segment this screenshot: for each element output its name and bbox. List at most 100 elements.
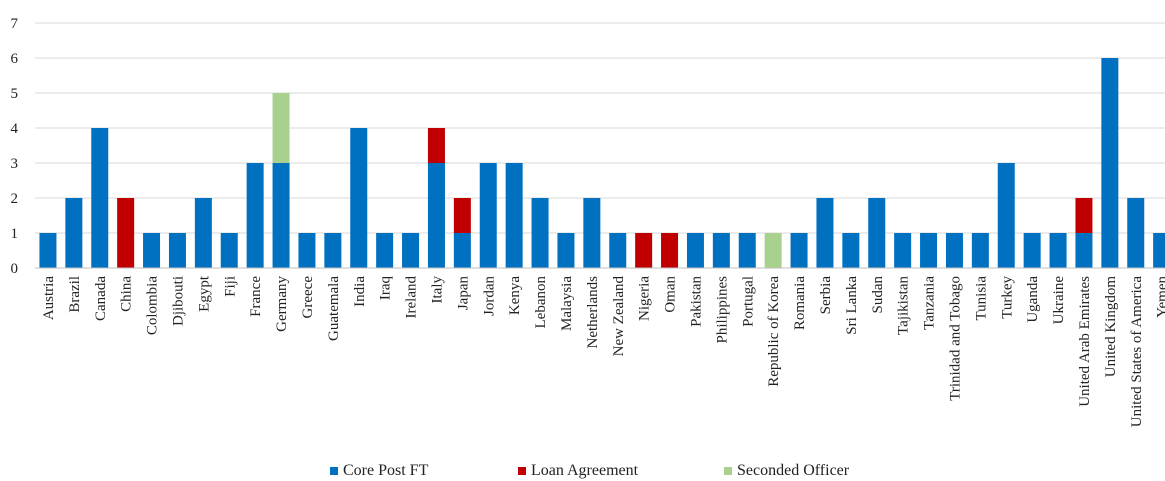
x-category-label: Greece [300, 276, 316, 319]
bar-segment [764, 233, 782, 268]
bar-segment [143, 233, 161, 268]
x-category-label: Tanzania [922, 276, 938, 330]
gridlines [35, 22, 1165, 234]
x-category-label: Pakistan [688, 276, 704, 327]
stacked-bar-chart: 0 1 2 3 4 5 6 7 Austria Brazil Canada China Colombi… [11, 16, 1165, 427]
x-category-label: United Kingdom [1103, 276, 1119, 378]
bar-segment [1075, 198, 1093, 233]
bar-segment [1075, 233, 1093, 268]
bar-segment [220, 233, 238, 268]
legend-label-loan-agreement: Loan Agreement [531, 462, 639, 479]
x-category-label: Yemen [1155, 276, 1165, 318]
bar-segment [557, 233, 575, 268]
bar-segment [997, 163, 1015, 268]
x-category-label: Republic of Korea [766, 276, 782, 387]
bar-segment [1023, 233, 1041, 268]
x-category-label: Portugal [740, 276, 756, 327]
legend-item-seconded-officer: Seconded Officer [724, 462, 849, 480]
legend-item-core-post: Core Post FT [330, 462, 428, 480]
legend-label-seconded-officer: Seconded Officer [737, 462, 850, 479]
bar-segment [894, 233, 912, 268]
bar-segment [246, 163, 264, 268]
x-category-label: China [119, 276, 135, 312]
bar-segment [376, 233, 394, 268]
x-category-label: Uganda [1025, 276, 1041, 323]
x-category-label: Tunisia [973, 276, 989, 321]
bar-segment [790, 233, 808, 268]
x-category-label: Egypt [196, 275, 212, 312]
x-category-label: Turkey [999, 276, 1015, 319]
bar-segment [91, 128, 109, 268]
bar-segment [712, 233, 730, 268]
x-category-label: Fiji [222, 276, 238, 297]
bar-segment [945, 233, 963, 268]
y-axis-tick-labels: 0 1 2 3 4 5 6 7 [11, 16, 19, 277]
bar-segment [453, 233, 471, 268]
legend-swatch-seconded-officer [724, 467, 732, 475]
bar-segment [402, 233, 420, 268]
bar-segment [1153, 233, 1165, 268]
x-category-label: Germany [274, 276, 290, 332]
x-category-label: Japan [455, 276, 471, 311]
bar-segment [583, 198, 601, 268]
y-tick-label: 1 [11, 226, 19, 242]
y-tick-label: 4 [11, 121, 19, 137]
bar-segment [1049, 233, 1067, 268]
bar-segment [479, 163, 497, 268]
x-category-label: Oman [663, 276, 679, 313]
bar-segment [505, 163, 523, 268]
x-axis-category-labels: Austria Brazil Canada China Colombia Djibouti… [41, 275, 1165, 427]
legend-label-core-post: Core Post FT [343, 462, 429, 479]
x-category-label: Colombia [145, 276, 161, 336]
y-tick-label: 7 [11, 16, 19, 32]
bar-segment [298, 233, 316, 268]
x-category-label: Romania [792, 276, 808, 330]
y-tick-label: 5 [11, 86, 19, 102]
x-category-label: Brazil [67, 276, 83, 313]
x-category-label: Canada [93, 276, 109, 321]
x-category-label: Austria [41, 276, 57, 321]
bar-segment [272, 93, 290, 163]
bar-segment [635, 233, 653, 268]
x-category-label: Tajikistan [896, 276, 912, 335]
x-category-label: Iraq [378, 276, 394, 301]
y-tick-label: 0 [11, 261, 19, 277]
x-category-label: Sri Lanka [844, 276, 860, 335]
bar-segment [39, 233, 57, 268]
bar-segment [324, 233, 342, 268]
x-category-label: Nigeria [637, 276, 653, 321]
x-category-label: Djibouti [170, 276, 186, 326]
x-category-label: India [352, 276, 368, 307]
x-category-label: Jordan [481, 276, 497, 316]
bar-segment [168, 233, 186, 268]
y-tick-label: 6 [11, 51, 19, 67]
bar-segment [117, 198, 135, 268]
x-category-label: Italy [429, 276, 445, 304]
x-category-label: New Zealand [611, 276, 627, 357]
x-category-label: Ireland [404, 276, 420, 319]
y-tick-label: 3 [11, 156, 19, 172]
x-category-label: United States of America [1129, 276, 1145, 428]
bar-segment [1127, 198, 1145, 268]
x-category-label: Kenya [507, 276, 523, 315]
bars [39, 58, 1165, 268]
bar-segment [194, 198, 212, 268]
x-category-label: Lebanon [533, 276, 549, 329]
x-category-label: France [248, 276, 264, 317]
bar-segment [738, 233, 756, 268]
x-category-label: Sudan [870, 276, 886, 314]
legend-swatch-core-post [330, 467, 338, 475]
bar-segment [427, 163, 445, 268]
bar-segment [531, 198, 549, 268]
x-category-label: Netherlands [585, 276, 601, 349]
bar-segment [350, 128, 368, 268]
bar-segment [686, 233, 704, 268]
bar-segment [920, 233, 938, 268]
x-category-label: Serbia [818, 276, 834, 315]
x-category-label: Guatemala [326, 276, 342, 341]
bar-segment [427, 128, 445, 163]
bar-segment [1101, 58, 1119, 268]
bar-segment [609, 233, 627, 268]
x-category-label: Trinidad and Tobago [947, 276, 963, 401]
x-category-label: United Arab Emirates [1077, 276, 1093, 407]
